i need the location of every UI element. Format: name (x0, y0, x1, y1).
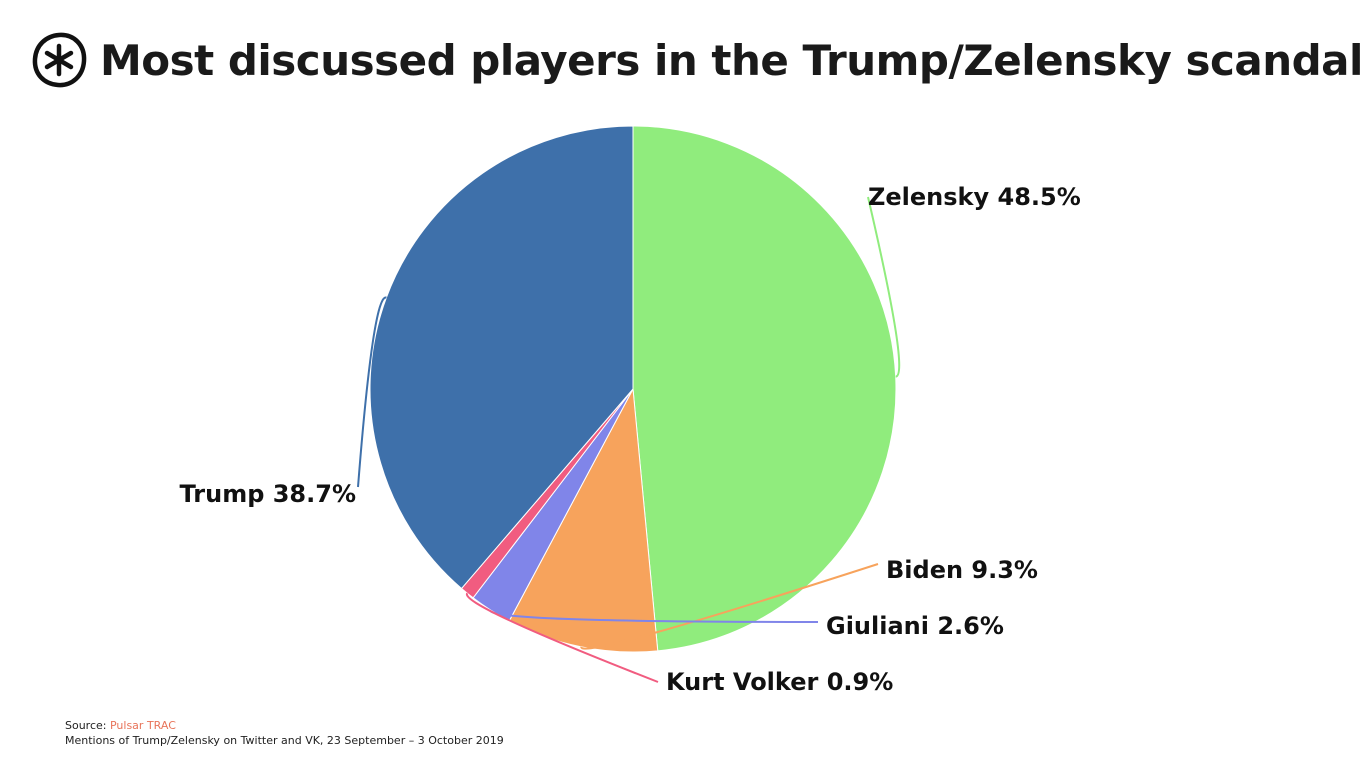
page-title: Most discussed players in the Trump/Zele… (100, 35, 1363, 85)
slice-label-biden: Biden 9.3% (886, 556, 1038, 584)
pie-slice-biden[interactable] (508, 387, 659, 653)
source-link[interactable]: Pulsar TRAC (109, 719, 176, 732)
leader-line-biden (580, 563, 879, 650)
source-prefix: Source: (65, 719, 110, 732)
slice-label-kurt-volker: Kurt Volker 0.9% (666, 668, 893, 696)
asterisk-circle-icon (32, 32, 87, 88)
slice-label-trump: Trump 38.7% (180, 480, 356, 508)
leader-line-zelensky (867, 196, 901, 378)
pie-slice-trump[interactable] (369, 125, 634, 590)
pie-leader-lines (357, 196, 901, 683)
slice-label-zelensky: Zelensky 48.5% (868, 183, 1081, 211)
pie-labels: Zelensky 48.5% Biden 9.3% Giuliani 2.6% Kur… (180, 183, 1081, 696)
source-line: Source: Pulsar TRAC (65, 718, 504, 733)
chart-footer: Source: Pulsar TRAC Mentions of Trump/Ze… (65, 718, 504, 748)
source-note: Mentions of Trump/Zelensky on Twitter an… (65, 734, 504, 747)
pie-slice-zelensky[interactable] (632, 125, 897, 652)
pie-slices (369, 125, 897, 653)
leader-line-trump (357, 296, 387, 488)
chart-header: Most discussed players in the Trump/Zele… (30, 28, 1363, 92)
slice-label-giuliani: Giuliani 2.6% (826, 612, 1004, 640)
leader-line-kurt-volker (466, 592, 659, 683)
